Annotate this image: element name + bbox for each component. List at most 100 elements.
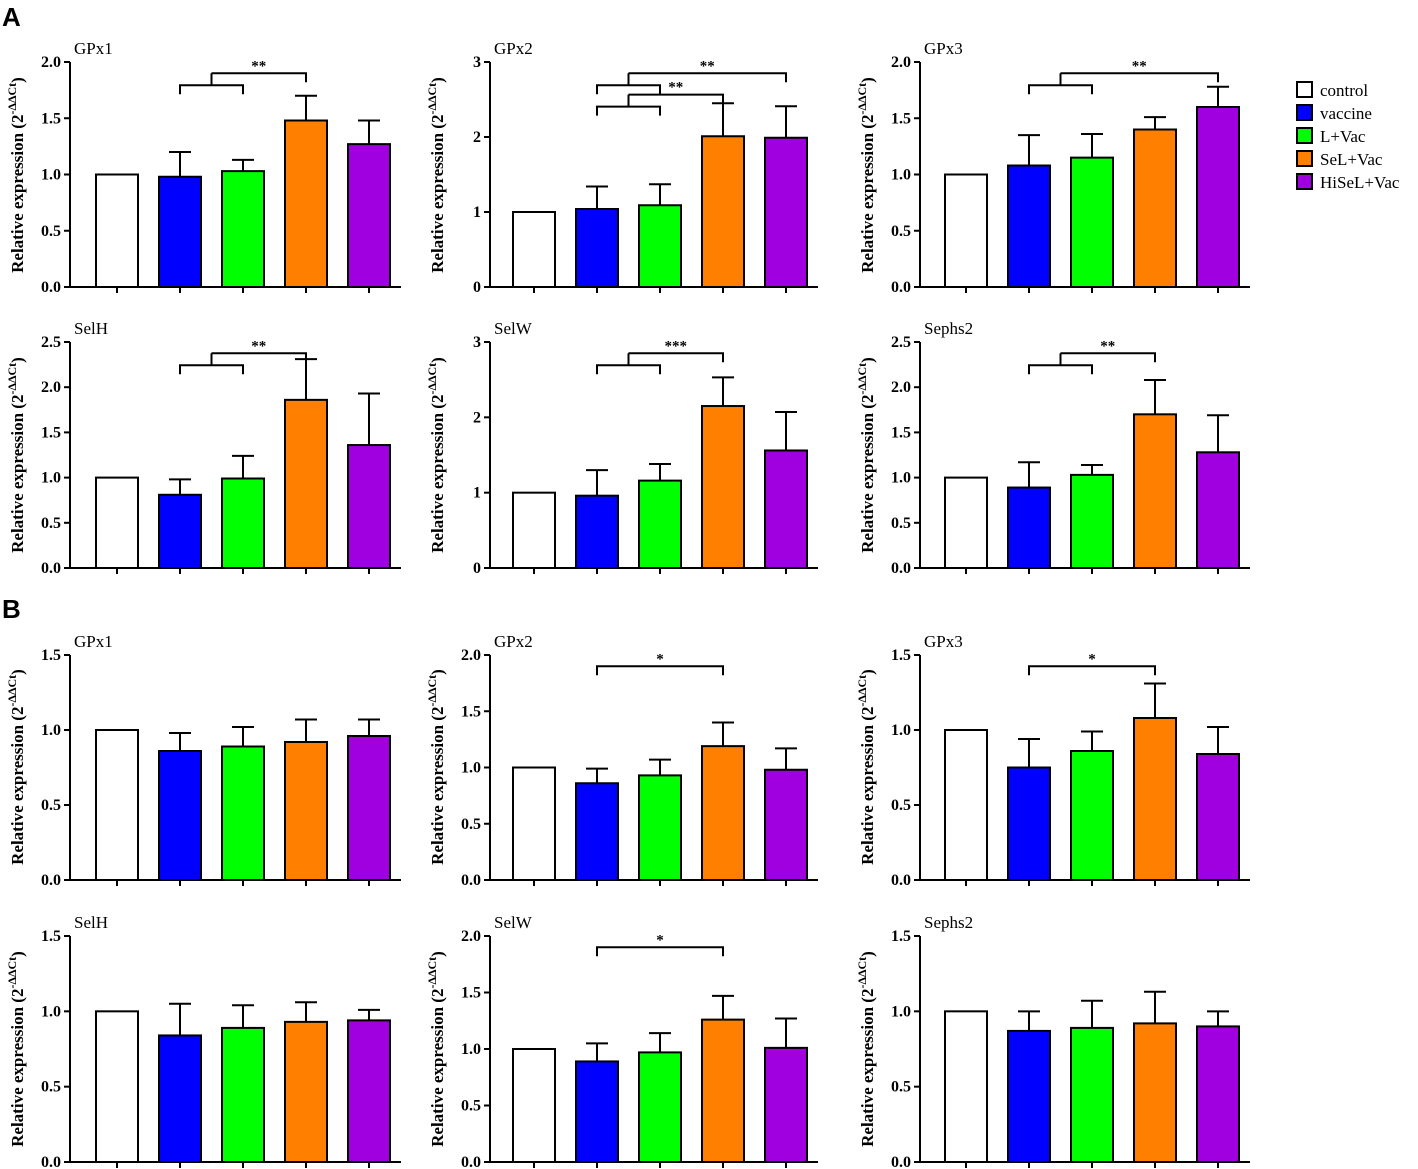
y-tick-label: 2.5 [891,334,911,351]
bar-hisel-vac [764,768,808,881]
chart-b-gpx1: 0.0 0.5 1.0 1.5 GPx1 Relative expression (2-Δ… [5,632,401,889]
bar-sel-vac [701,1018,745,1163]
sig-bracket [596,665,724,676]
y-axis-label-exponent: -ΔΔCt [425,957,439,989]
y-axis-label-exponent: -ΔΔCt [855,363,869,395]
bar-hisel-vac [764,1046,808,1163]
chart-b-gpx3: 0.0 0.5 1.0 1.5 GPx3 Relative expression (2-Δ… [855,632,1250,889]
y-axis-label: Relative expression (2-ΔΔCt) [855,951,877,1147]
sig-bracket [1060,352,1156,363]
y-tick-label: 1.5 [41,647,61,664]
y-axis-label-main: Relative expression (2 [428,115,447,273]
panel-letter-b: B [2,594,21,624]
y-axis-label-main: Relative expression (2 [428,989,447,1147]
sig-bracket [628,93,724,104]
chart-a-selh: 0.0 0.5 1.0 1.5 2.0 2.5 SelH Relative expressio… [5,319,401,577]
legend-swatch-sel-vac [1296,150,1313,167]
chart-b-selw: 0.0 0.5 1.0 1.5 2.0 SelW Relative expression (… [425,913,818,1169]
y-axis-label-exponent: -ΔΔCt [425,83,439,115]
chart-title: Sephs2 [924,913,973,932]
y-tick-label: 0.0 [891,560,911,577]
sig-label: ** [251,338,266,354]
y-axis-label-main: Relative expression (2 [858,115,877,273]
bar-hisel-vac [764,136,808,288]
bar-sel-vac [701,745,745,881]
sig-bracket [1060,72,1219,83]
y-tick-label: 2.5 [41,334,61,351]
y-axis-label-close: ) [428,669,447,675]
bar-control [512,1048,556,1163]
bar-l-vac [638,479,682,570]
bar-hisel-vac [1196,106,1240,288]
panel-letter-a: A [2,2,21,32]
legend-label-l-vac: L+Vac [1320,127,1366,146]
bar-l-vac [221,477,265,569]
y-tick-label: 1.5 [891,647,911,664]
legend: control vaccine L+Vac SeL+Vac HiSeL+Vac [1296,81,1400,192]
legend-swatch-hisel-vac [1296,173,1313,190]
y-tick-label: 1.5 [41,928,61,945]
bar-l-vac [221,170,265,288]
sig-label: ** [251,58,266,74]
chart-title: GPx1 [74,39,113,58]
y-tick-label: 0.0 [461,1154,481,1169]
chart-a-selw: 0 1 2 3 SelW Relative expression (2-ΔΔCt) *** [425,319,818,577]
y-axis-label-main: Relative expression (2 [428,707,447,865]
bar-vaccine [1007,766,1051,881]
sig-group-bracket [596,84,661,95]
bar-hisel-vac [347,444,391,569]
bar-hisel-vac [347,143,391,288]
sig-group-bracket [1028,364,1093,375]
bar-vaccine [575,782,619,881]
y-axis-label: Relative expression (2-ΔΔCt) [5,357,27,553]
y-axis-label-close: ) [858,669,877,675]
sig-label: *** [665,338,688,354]
y-tick-label: 0.5 [891,515,911,532]
sig-label: ** [700,58,715,74]
y-axis-label-main: Relative expression (2 [428,395,447,553]
sig-bracket [628,352,724,363]
y-tick-label: 1.0 [891,722,911,739]
y-tick-label: 1.5 [461,703,481,720]
bar-control [944,729,988,881]
bar-vaccine [1007,1029,1051,1164]
y-axis-label-exponent: -ΔΔCt [5,675,19,707]
bar-hisel-vac [1196,1025,1240,1164]
y-axis-label: Relative expression (2-ΔΔCt) [425,357,447,553]
sig-group-bracket [179,84,244,95]
bar-sel-vac [284,1020,328,1163]
bar-sel-vac [701,405,745,569]
y-tick-label: 0.5 [41,797,61,814]
bar-l-vac [1070,750,1114,881]
y-tick-label: 1.5 [461,985,481,1002]
y-axis-label: Relative expression (2-ΔΔCt) [855,77,877,273]
y-axis-label-exponent: -ΔΔCt [5,363,19,395]
y-tick-label: 1.0 [41,1003,61,1020]
y-tick-label: 2.0 [461,928,481,945]
bar-sel-vac [1133,128,1177,288]
y-axis-label-main: Relative expression (2 [858,707,877,865]
bar-l-vac [221,745,265,881]
y-tick-label: 0.0 [41,1154,61,1169]
y-tick-label: 1.0 [41,167,61,184]
y-tick-label: 1.0 [461,1041,481,1058]
y-axis-label-close: ) [428,357,447,363]
y-axis-label-main: Relative expression (2 [8,395,27,553]
legend-swatch-l-vac [1296,127,1313,144]
chart-title: SelH [74,913,108,932]
bar-control [95,476,139,570]
chart-title: GPx2 [494,632,533,651]
y-axis-label-close: ) [428,951,447,957]
y-axis-label-close: ) [858,951,877,957]
y-tick-label: 0.5 [41,515,61,532]
bar-control [512,211,556,288]
chart-title: SelW [494,913,533,932]
y-axis-label-exponent: -ΔΔCt [425,363,439,395]
y-tick-label: 0.5 [41,1079,61,1096]
y-tick-label: 1.5 [891,110,911,127]
sig-label: * [1088,651,1096,667]
y-tick-label: 1.5 [41,424,61,441]
legend-label-hisel-vac: HiSeL+Vac [1320,173,1400,192]
y-tick-label: 0 [473,279,481,296]
